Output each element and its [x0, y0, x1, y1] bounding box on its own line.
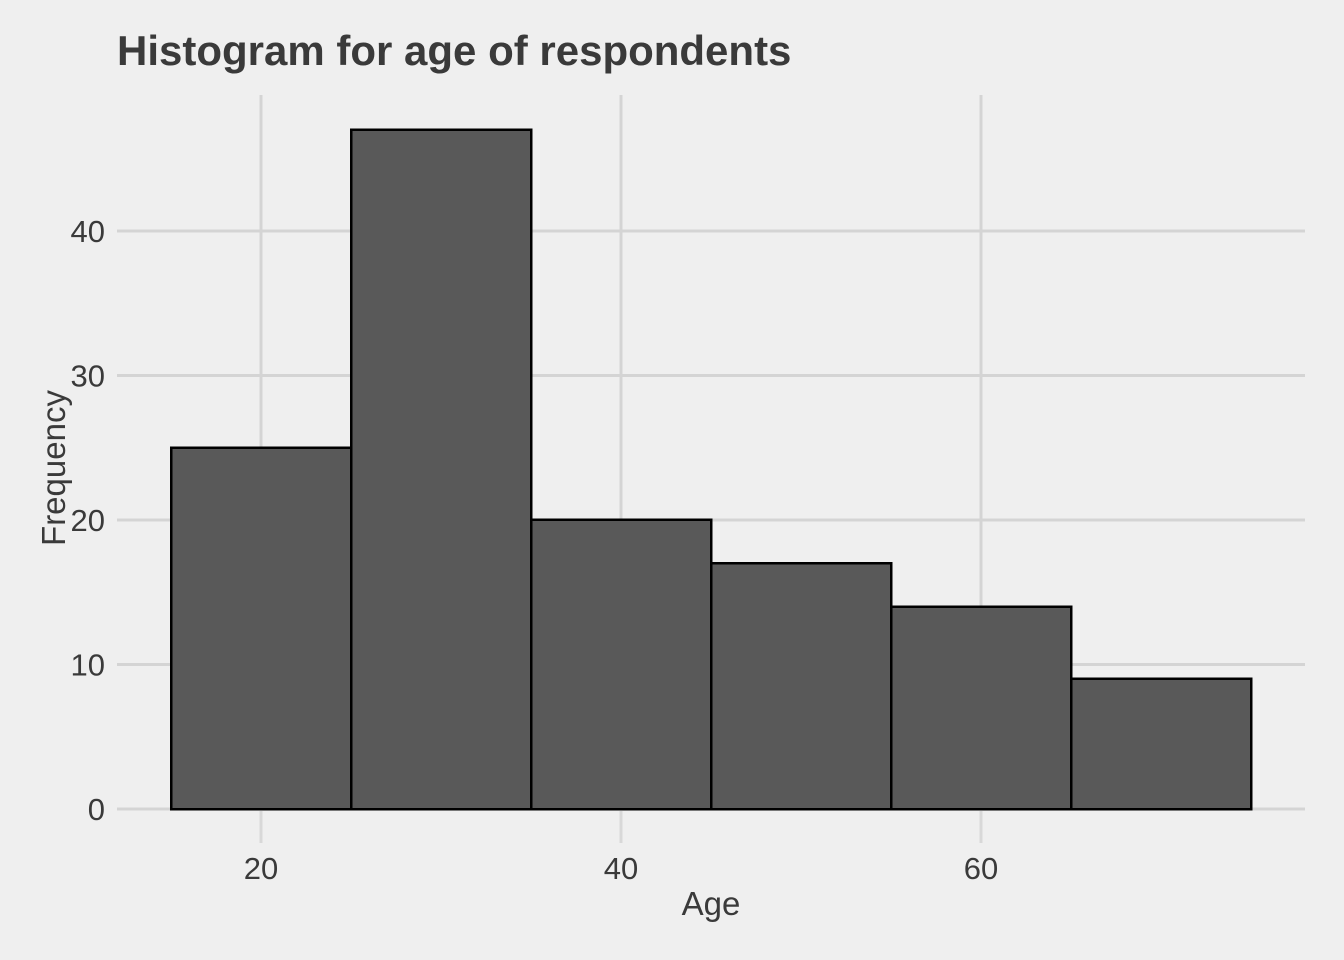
y-tick-label-30: 30 [71, 358, 105, 393]
x-tick-label-20: 20 [244, 851, 278, 886]
histogram-bar-55-65 [889, 605, 1073, 811]
y-tick-label-10: 10 [71, 647, 105, 682]
y-tick-label-0: 0 [88, 792, 105, 827]
histogram-bar-25-35 [349, 128, 533, 811]
y-tick-label-40: 40 [71, 214, 105, 249]
histogram-bar-45-55 [709, 562, 893, 811]
x-axis-title: Age [681, 885, 741, 922]
y-axis-title: Frequency [35, 390, 72, 546]
histogram-bar-35-45 [529, 518, 713, 811]
histogram-bar-15-25 [169, 446, 353, 811]
x-tick-label-40: 40 [604, 851, 638, 886]
histogram-bar-65-75 [1069, 677, 1253, 811]
y-tick-label-20: 20 [71, 503, 105, 538]
x-tick-label-60: 60 [964, 851, 998, 886]
chart-title: Histogram for age of respondents [117, 27, 792, 74]
